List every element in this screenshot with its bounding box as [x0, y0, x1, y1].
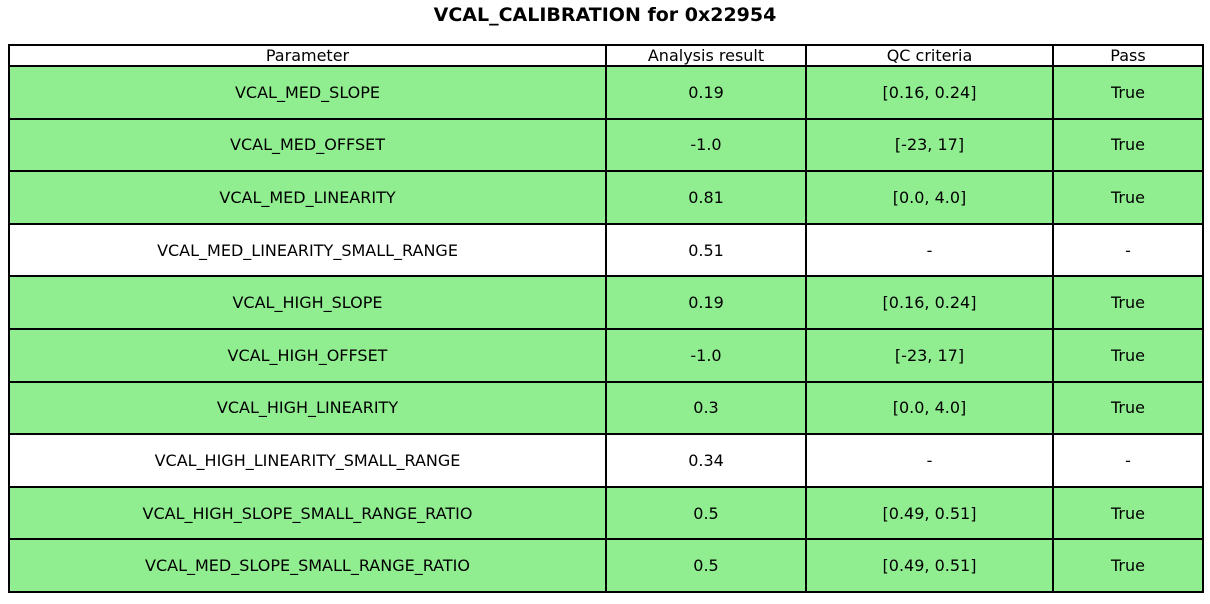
- result-cell: 0.5: [605, 538, 807, 593]
- pass-cell: True: [1052, 485, 1204, 541]
- column-header-analysis-result: Analysis result: [605, 44, 807, 67]
- criteria-cell: [0.49, 0.51]: [805, 485, 1054, 541]
- result-cell: 0.51: [605, 222, 807, 278]
- result-cell: 0.19: [605, 65, 807, 120]
- pass-cell: True: [1052, 275, 1204, 330]
- criteria-cell: -: [805, 222, 1054, 278]
- parameter-cell: VCAL_HIGH_LINEARITY_SMALL_RANGE: [8, 433, 607, 488]
- table-row: VCAL_HIGH_LINEARITY 0.3 [0.0, 4.0] True: [8, 380, 1204, 436]
- pass-cell: -: [1052, 222, 1204, 278]
- figure-title: VCAL_CALIBRATION for 0x22954: [433, 4, 777, 26]
- qc-results-table: Parameter Analysis result QC criteria Pa…: [8, 44, 1204, 593]
- table-row: VCAL_MED_LINEARITY 0.81 [0.0, 4.0] True: [8, 170, 1204, 225]
- table-row: VCAL_HIGH_OFFSET -1.0 [-23, 17] True: [8, 327, 1204, 383]
- pass-cell: True: [1052, 380, 1204, 436]
- pass-cell: True: [1052, 327, 1204, 383]
- criteria-cell: [0.0, 4.0]: [805, 170, 1054, 225]
- table-row: VCAL_MED_LINEARITY_SMALL_RANGE 0.51 - -: [8, 222, 1204, 278]
- result-cell: 0.81: [605, 170, 807, 225]
- result-cell: 0.19: [605, 275, 807, 330]
- header-row: Parameter Analysis result QC criteria Pa…: [8, 44, 1204, 67]
- criteria-cell: [-23, 17]: [805, 117, 1054, 173]
- criteria-cell: [0.16, 0.24]: [805, 65, 1054, 120]
- parameter-cell: VCAL_MED_OFFSET: [8, 117, 607, 173]
- parameter-cell: VCAL_HIGH_LINEARITY: [8, 380, 607, 436]
- pass-cell: True: [1052, 170, 1204, 225]
- criteria-cell: [0.16, 0.24]: [805, 275, 1054, 330]
- table-row: VCAL_HIGH_LINEARITY_SMALL_RANGE 0.34 - -: [8, 433, 1204, 488]
- parameter-cell: VCAL_HIGH_SLOPE_SMALL_RANGE_RATIO: [8, 485, 607, 541]
- result-cell: 0.5: [605, 485, 807, 541]
- criteria-cell: [0.0, 4.0]: [805, 380, 1054, 436]
- column-header-parameter: Parameter: [8, 44, 607, 67]
- table-row: VCAL_MED_OFFSET -1.0 [-23, 17] True: [8, 117, 1204, 173]
- pass-cell: True: [1052, 65, 1204, 120]
- parameter-cell: VCAL_MED_LINEARITY_SMALL_RANGE: [8, 222, 607, 278]
- criteria-cell: -: [805, 433, 1054, 488]
- parameter-cell: VCAL_HIGH_SLOPE: [8, 275, 607, 330]
- pass-cell: True: [1052, 538, 1204, 593]
- parameter-cell: VCAL_HIGH_OFFSET: [8, 327, 607, 383]
- criteria-cell: [0.49, 0.51]: [805, 538, 1054, 593]
- result-cell: 0.34: [605, 433, 807, 488]
- parameter-cell: VCAL_MED_SLOPE: [8, 65, 607, 120]
- pass-cell: True: [1052, 117, 1204, 173]
- column-header-qc-criteria: QC criteria: [805, 44, 1054, 67]
- table-row: VCAL_MED_SLOPE_SMALL_RANGE_RATIO 0.5 [0.…: [8, 538, 1204, 593]
- criteria-cell: [-23, 17]: [805, 327, 1054, 383]
- result-cell: -1.0: [605, 327, 807, 383]
- pass-cell: -: [1052, 433, 1204, 488]
- result-cell: -1.0: [605, 117, 807, 173]
- result-cell: 0.3: [605, 380, 807, 436]
- table-row: VCAL_MED_SLOPE 0.19 [0.16, 0.24] True: [8, 65, 1204, 120]
- column-header-pass: Pass: [1052, 44, 1204, 67]
- parameter-cell: VCAL_MED_LINEARITY: [8, 170, 607, 225]
- table-row: VCAL_HIGH_SLOPE_SMALL_RANGE_RATIO 0.5 [0…: [8, 485, 1204, 541]
- parameter-cell: VCAL_MED_SLOPE_SMALL_RANGE_RATIO: [8, 538, 607, 593]
- table-row: VCAL_HIGH_SLOPE 0.19 [0.16, 0.24] True: [8, 275, 1204, 330]
